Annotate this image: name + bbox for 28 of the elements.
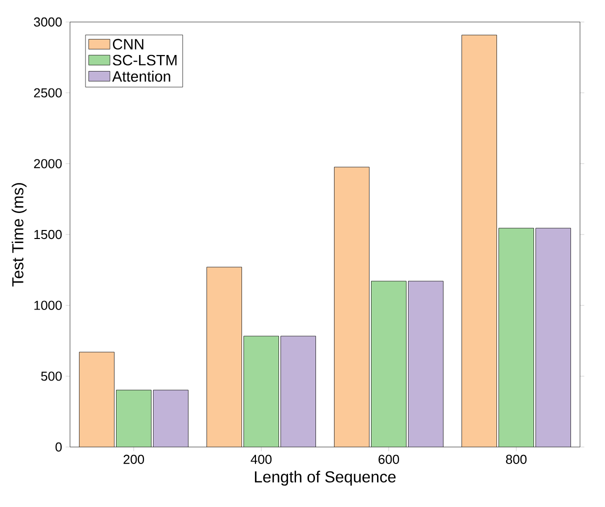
bar <box>153 390 188 447</box>
bar <box>498 228 534 447</box>
y-tick-label: 2500 <box>34 88 62 98</box>
y-tick-label: 500 <box>41 372 62 381</box>
y-tick-label: 2000 <box>34 159 62 168</box>
y-tick-label: 1000 <box>34 300 62 310</box>
legend-label: SC-LSTM <box>112 54 176 66</box>
x-tick-label: 800 <box>506 454 527 464</box>
bar <box>79 352 114 447</box>
x-tick-label: 400 <box>250 454 272 464</box>
bar <box>334 167 370 447</box>
x-axis-title: Length of Sequence <box>254 470 396 486</box>
legend-label: CNN <box>112 38 144 50</box>
y-tick-label: 0 <box>56 442 62 452</box>
x-tick-label: 600 <box>378 454 400 464</box>
bar <box>462 34 497 447</box>
bar <box>280 336 316 447</box>
x-tick-label: 200 <box>124 454 144 464</box>
y-axis-title: Test Time (ms) <box>12 183 27 287</box>
bar <box>371 281 406 447</box>
bar <box>408 281 444 447</box>
bar <box>116 390 152 447</box>
y-tick-label: 3000 <box>34 17 62 27</box>
bar <box>206 267 242 447</box>
y-tick-label: 1500 <box>34 230 62 240</box>
legend-label: Attention <box>112 70 170 82</box>
bar <box>244 336 279 447</box>
bar <box>536 228 571 447</box>
